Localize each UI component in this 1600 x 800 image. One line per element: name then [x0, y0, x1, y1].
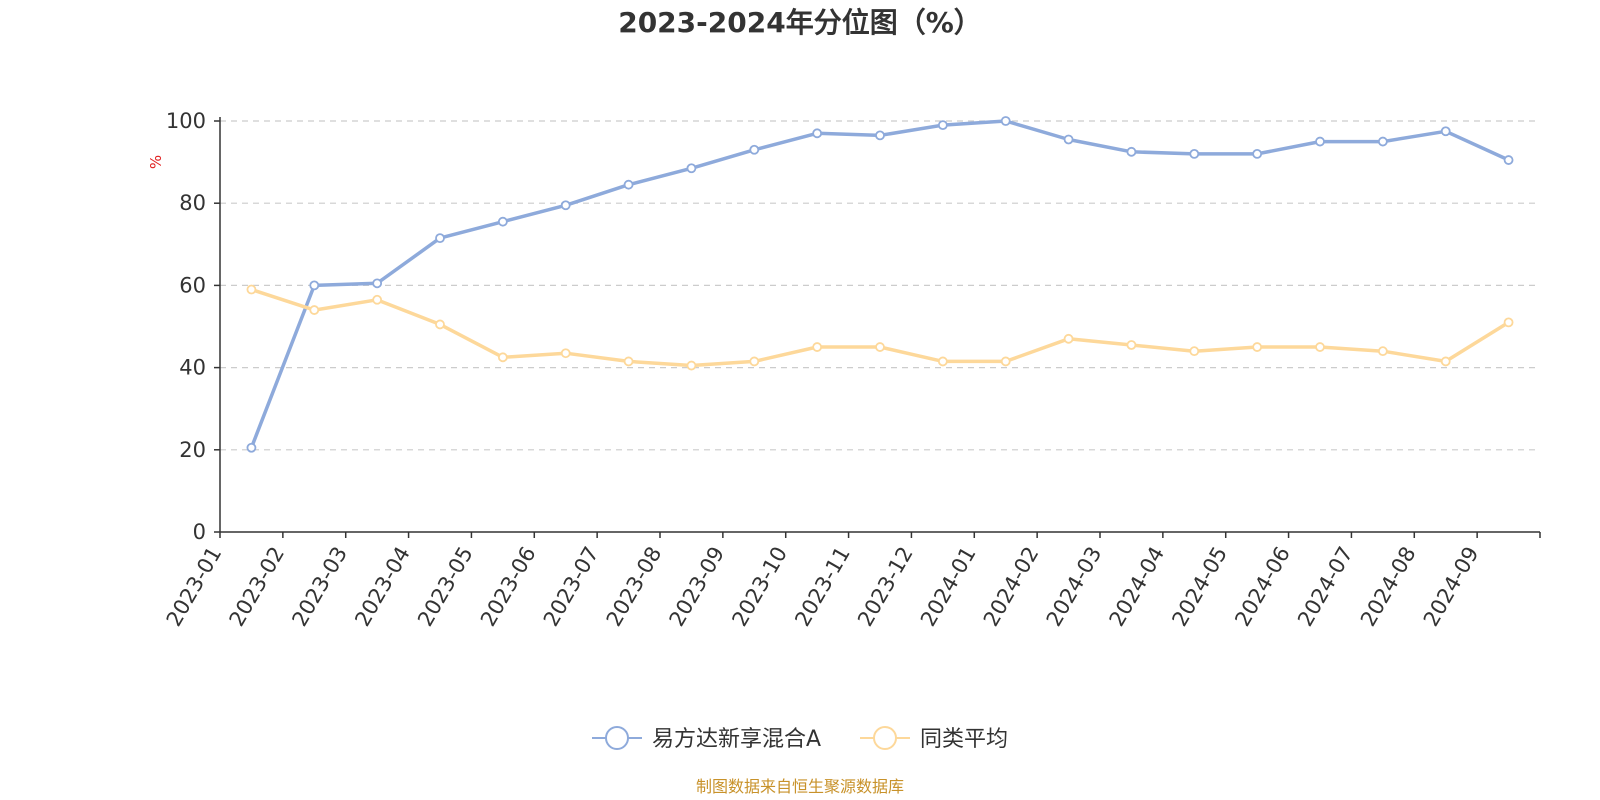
data-point[interactable] — [372, 294, 383, 305]
data-point[interactable] — [560, 348, 571, 359]
series-2 — [246, 284, 1514, 371]
data-point[interactable] — [1503, 317, 1514, 328]
x-tick-label: 2023-09 — [665, 543, 730, 631]
series-line — [249, 119, 1510, 449]
data-point[interactable] — [1503, 155, 1514, 165]
data-point[interactable] — [1377, 346, 1388, 357]
data-point[interactable] — [1377, 136, 1388, 147]
data-point[interactable] — [246, 284, 257, 295]
x-tick-label: 2024-08 — [1356, 543, 1421, 631]
series-1 — [246, 116, 1514, 453]
data-point[interactable] — [1189, 346, 1200, 357]
data-point[interactable] — [497, 352, 508, 363]
x-tick-label: 2024-05 — [1167, 543, 1232, 631]
legend-label: 同类平均 — [920, 727, 1008, 752]
y-axis-label: % — [147, 155, 165, 169]
x-tick-label: 2023-05 — [413, 543, 478, 631]
y-tick-label: 40 — [179, 356, 206, 380]
data-point[interactable] — [372, 278, 383, 289]
data-point[interactable] — [1440, 126, 1451, 137]
grid-lines — [220, 120, 1540, 451]
x-tick-label: 2024-02 — [979, 543, 1044, 631]
x-tick-label: 2023-10 — [727, 543, 792, 631]
legend-circle-icon — [605, 726, 629, 750]
data-point[interactable] — [812, 128, 823, 139]
data-point[interactable] — [1440, 356, 1451, 367]
data-point[interactable] — [309, 280, 320, 291]
data-point[interactable] — [1315, 342, 1325, 352]
x-axis-ticks: 2023-012023-022023-032023-042023-052023-… — [162, 532, 1541, 631]
x-tick-label: 2023-04 — [350, 543, 415, 631]
x-tick-label: 2023-03 — [287, 543, 352, 631]
data-point[interactable] — [623, 356, 634, 367]
x-tick-label: 2023-11 — [790, 543, 855, 631]
data-point[interactable] — [937, 120, 948, 131]
data-point[interactable] — [623, 179, 634, 190]
data-point[interactable] — [560, 200, 571, 211]
data-point[interactable] — [749, 356, 760, 367]
y-tick-label: 80 — [179, 191, 206, 215]
data-point[interactable] — [1063, 333, 1074, 344]
data-point[interactable] — [1063, 134, 1074, 145]
y-tick-label: 60 — [179, 273, 206, 297]
data-point[interactable] — [1000, 116, 1011, 126]
x-tick-label: 2023-01 — [162, 543, 227, 631]
data-point[interactable] — [1252, 148, 1263, 159]
data-point[interactable] — [1126, 340, 1137, 350]
data-point[interactable] — [1189, 148, 1200, 159]
legend: 易方达新享混合A 同类平均 — [592, 726, 1008, 752]
data-point[interactable] — [497, 216, 508, 227]
x-tick-label: 2024-01 — [916, 542, 981, 630]
legend-circle-icon — [873, 726, 897, 750]
y-axis-ticks: 0 20 40 60 80 100 — [166, 109, 220, 544]
data-point[interactable] — [1252, 342, 1263, 352]
data-point[interactable] — [686, 163, 697, 174]
y-tick-label: 0 — [193, 520, 206, 544]
x-tick-label: 2024-03 — [1042, 543, 1107, 631]
data-point[interactable] — [812, 342, 823, 352]
y-tick-label: 100 — [166, 109, 206, 133]
data-point[interactable] — [1126, 146, 1137, 157]
y-tick-label: 20 — [179, 438, 206, 462]
data-point[interactable] — [875, 342, 885, 352]
data-point[interactable] — [875, 130, 885, 141]
chart-title: 2023-2024年分位图（%） — [618, 6, 982, 39]
x-tick-label: 2023-02 — [225, 543, 290, 631]
data-point[interactable] — [435, 233, 445, 244]
x-tick-label: 2024-09 — [1419, 543, 1484, 631]
data-point[interactable] — [1000, 356, 1011, 367]
data-point[interactable] — [435, 319, 445, 330]
data-point[interactable] — [246, 442, 257, 453]
data-point[interactable] — [749, 144, 760, 155]
legend-item-2[interactable]: 同类平均 — [860, 726, 1008, 752]
data-point[interactable] — [937, 356, 948, 367]
x-tick-label: 2024-07 — [1293, 543, 1358, 631]
x-tick-label: 2023-08 — [602, 543, 667, 631]
x-tick-label: 2024-06 — [1230, 543, 1295, 631]
axes — [219, 117, 1540, 533]
series-group — [246, 116, 1514, 453]
data-point[interactable] — [309, 305, 320, 315]
x-tick-label: 2023-07 — [539, 543, 604, 631]
source-note: 制图数据来自恒生聚源数据库 — [696, 777, 904, 796]
x-tick-label: 2023-06 — [476, 543, 541, 631]
x-tick-label: 2023-12 — [853, 543, 918, 631]
data-point[interactable] — [1315, 136, 1325, 147]
legend-item-1[interactable]: 易方达新享混合A — [592, 726, 821, 752]
legend-label: 易方达新享混合A — [652, 727, 821, 752]
data-point[interactable] — [686, 360, 697, 371]
x-tick-label: 2024-04 — [1105, 543, 1170, 631]
